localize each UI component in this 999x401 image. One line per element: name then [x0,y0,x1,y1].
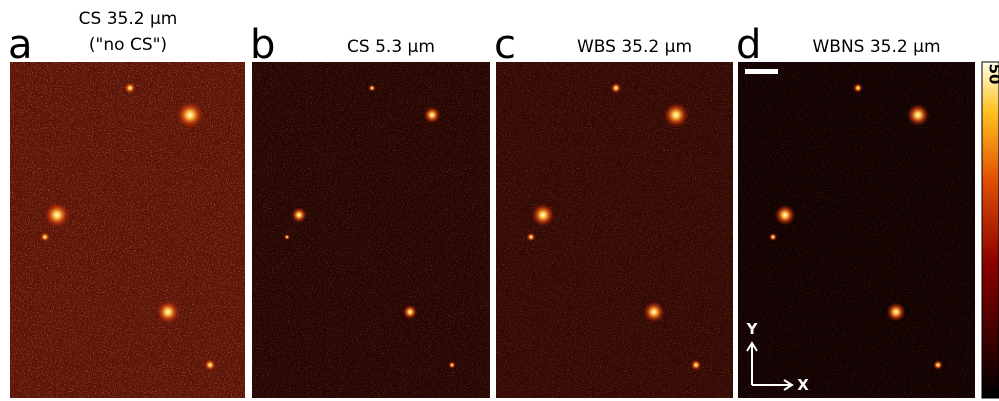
panel-title: WBS 35.2 µm [577,37,692,57]
bright-spot [176,101,204,129]
panel-letter: a [8,22,33,68]
bright-spot [448,361,455,368]
axis-label-y: Y [746,320,759,338]
scale-bar [745,69,778,74]
bright-spot [531,203,554,226]
colorbar [982,62,999,398]
bright-spot [886,302,905,321]
bright-spot [44,202,70,228]
image-noise [252,62,490,398]
bright-spot [853,83,863,93]
bright-spot [933,360,943,370]
panel-title: CS 5.3 µm [347,37,435,57]
bright-spot [611,83,622,94]
panel-letter: d [736,22,761,68]
panel-title: CS 35.2 µm [79,9,178,29]
bright-spot [907,104,929,126]
image-noise [10,62,245,398]
bright-spot [124,82,136,94]
bright-spot [424,107,441,124]
colorbar-tick-label: 50 [986,64,999,85]
bright-spot [775,205,796,226]
bright-spot [691,360,702,371]
panel-letter: b [250,22,275,68]
axis-label-x: X [797,376,809,394]
bright-spot [527,233,536,242]
bright-spot [663,102,688,127]
bright-spot [40,232,50,242]
figure: Y X a CS 35.2 µm ("no CS") b CS 5.3 µm c WBS 3… [0,0,999,401]
colorbar-tick-label: 0 [986,387,999,397]
bright-spot [291,207,307,223]
bright-spot [769,233,777,241]
image-noise [496,62,733,398]
panel-letter: c [494,22,516,68]
bright-spot [204,359,216,371]
bright-spot [368,84,375,91]
panel-title: WBNS 35.2 µm [812,37,940,57]
bright-spot [284,234,290,240]
bright-spot [156,300,180,324]
bright-spot [643,301,665,323]
bright-spot [403,305,417,319]
panel-title: ("no CS") [89,35,167,55]
image-noise [738,62,975,398]
